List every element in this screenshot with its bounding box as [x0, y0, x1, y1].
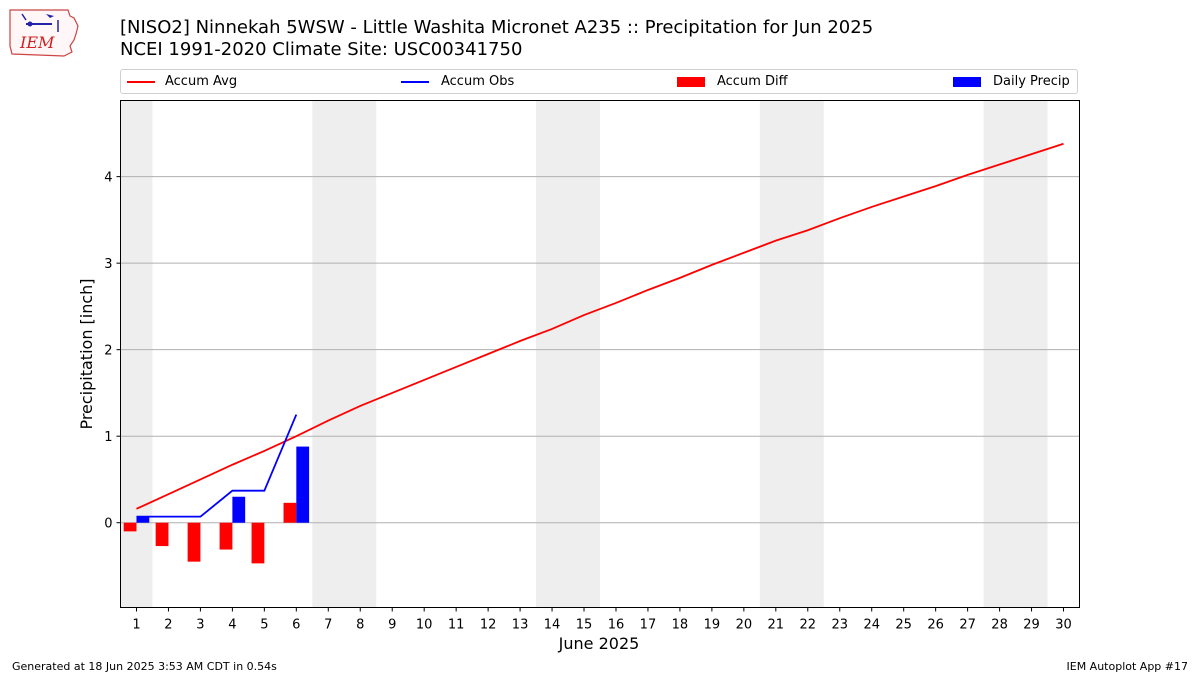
x-tick-label: 24 [863, 618, 880, 633]
x-axis-label: June 2025 [558, 634, 640, 653]
x-tick-label: 26 [927, 618, 944, 633]
accum-diff-bar [283, 502, 297, 523]
y-tick-label: 0 [104, 517, 112, 532]
x-tick-label: 20 [736, 618, 753, 633]
x-tick-label: 19 [704, 618, 721, 633]
accum-diff-bar [187, 522, 201, 562]
plot-frame [120, 100, 1080, 608]
legend-label: Daily Precip [993, 74, 1070, 89]
legend-bar-swatch [953, 77, 981, 87]
legend-label: Accum Avg [165, 74, 238, 89]
x-tick-label: 17 [640, 618, 657, 633]
x-tick-label: 9 [388, 618, 396, 633]
chart-subtitle: NCEI 1991-2020 Climate Site: USC00341750 [120, 39, 523, 60]
y-tick-label: 2 [104, 344, 112, 359]
accum-diff-bar [123, 522, 137, 532]
accum-avg-line [136, 142, 1064, 510]
legend-line-swatch [401, 81, 429, 83]
chart-legend: Accum Avg Accum Obs Accum Diff Daily Pre… [120, 69, 1078, 94]
x-tick-label: 18 [672, 618, 689, 633]
legend-label: Accum Diff [717, 74, 788, 89]
legend-label: Accum Obs [441, 74, 515, 89]
x-tick-label: 10 [416, 618, 433, 633]
svg-text:IEM: IEM [19, 33, 55, 52]
x-tick-label: 4 [228, 618, 236, 633]
x-axis-ticks: 1 2 3 4 5 6 7 8 9 10 11 12 13 14 15 16 17 18 19 20 21 22 23 24 2… [132, 607, 1072, 633]
x-tick-label: 21 [768, 618, 785, 633]
daily-precip-bar [296, 446, 310, 523]
daily-precip-bar [232, 496, 246, 523]
x-tick-label: 1 [132, 618, 140, 633]
x-tick-label: 29 [1023, 618, 1040, 633]
x-tick-label: 12 [480, 618, 497, 633]
chart-title: [NISO2] Ninnekah 5WSW - Little Washita M… [120, 17, 874, 38]
y-tick-label: 3 [104, 257, 112, 272]
gridlines [120, 176, 1080, 524]
iem-logo-icon: IEM [9, 9, 79, 57]
accum-diff-bar [155, 522, 169, 547]
x-tick-label: 15 [576, 618, 593, 633]
x-tick-label: 16 [608, 618, 625, 633]
accum-diff-bar [251, 522, 265, 564]
x-tick-label: 22 [800, 618, 817, 633]
x-tick-label: 3 [196, 618, 204, 633]
y-tick-label: 4 [104, 171, 112, 186]
x-tick-label: 13 [512, 618, 529, 633]
y-axis-ticks: 0 1 2 3 4 [104, 171, 121, 532]
app-label: IEM Autoplot App #17 [1066, 660, 1189, 673]
y-axis-label: Precipitation [inch] [77, 278, 96, 429]
legend-bar-swatch [677, 77, 705, 87]
iem-logo: IEM [8, 6, 80, 62]
y-tick-label: 1 [104, 430, 112, 445]
series-lines [136, 142, 1064, 518]
generated-timestamp: Generated at 18 Jun 2025 3:53 AM CDT in … [12, 660, 277, 673]
x-tick-label: 23 [831, 618, 848, 633]
x-tick-label: 5 [260, 618, 268, 633]
x-tick-label: 8 [356, 618, 364, 633]
x-tick-label: 11 [448, 618, 465, 633]
x-tick-label: 27 [959, 618, 976, 633]
x-tick-label: 14 [544, 618, 561, 633]
accum-diff-bar [219, 522, 233, 550]
x-tick-label: 6 [292, 618, 300, 633]
legend-line-swatch [127, 81, 155, 83]
x-tick-label: 28 [991, 618, 1008, 633]
x-tick-label: 30 [1055, 618, 1072, 633]
x-tick-label: 25 [895, 618, 912, 633]
daily-precip-bar [136, 516, 150, 523]
x-tick-label: 2 [164, 618, 172, 633]
x-tick-label: 7 [324, 618, 332, 633]
accum-obs-line [136, 414, 298, 518]
bars [123, 446, 310, 564]
